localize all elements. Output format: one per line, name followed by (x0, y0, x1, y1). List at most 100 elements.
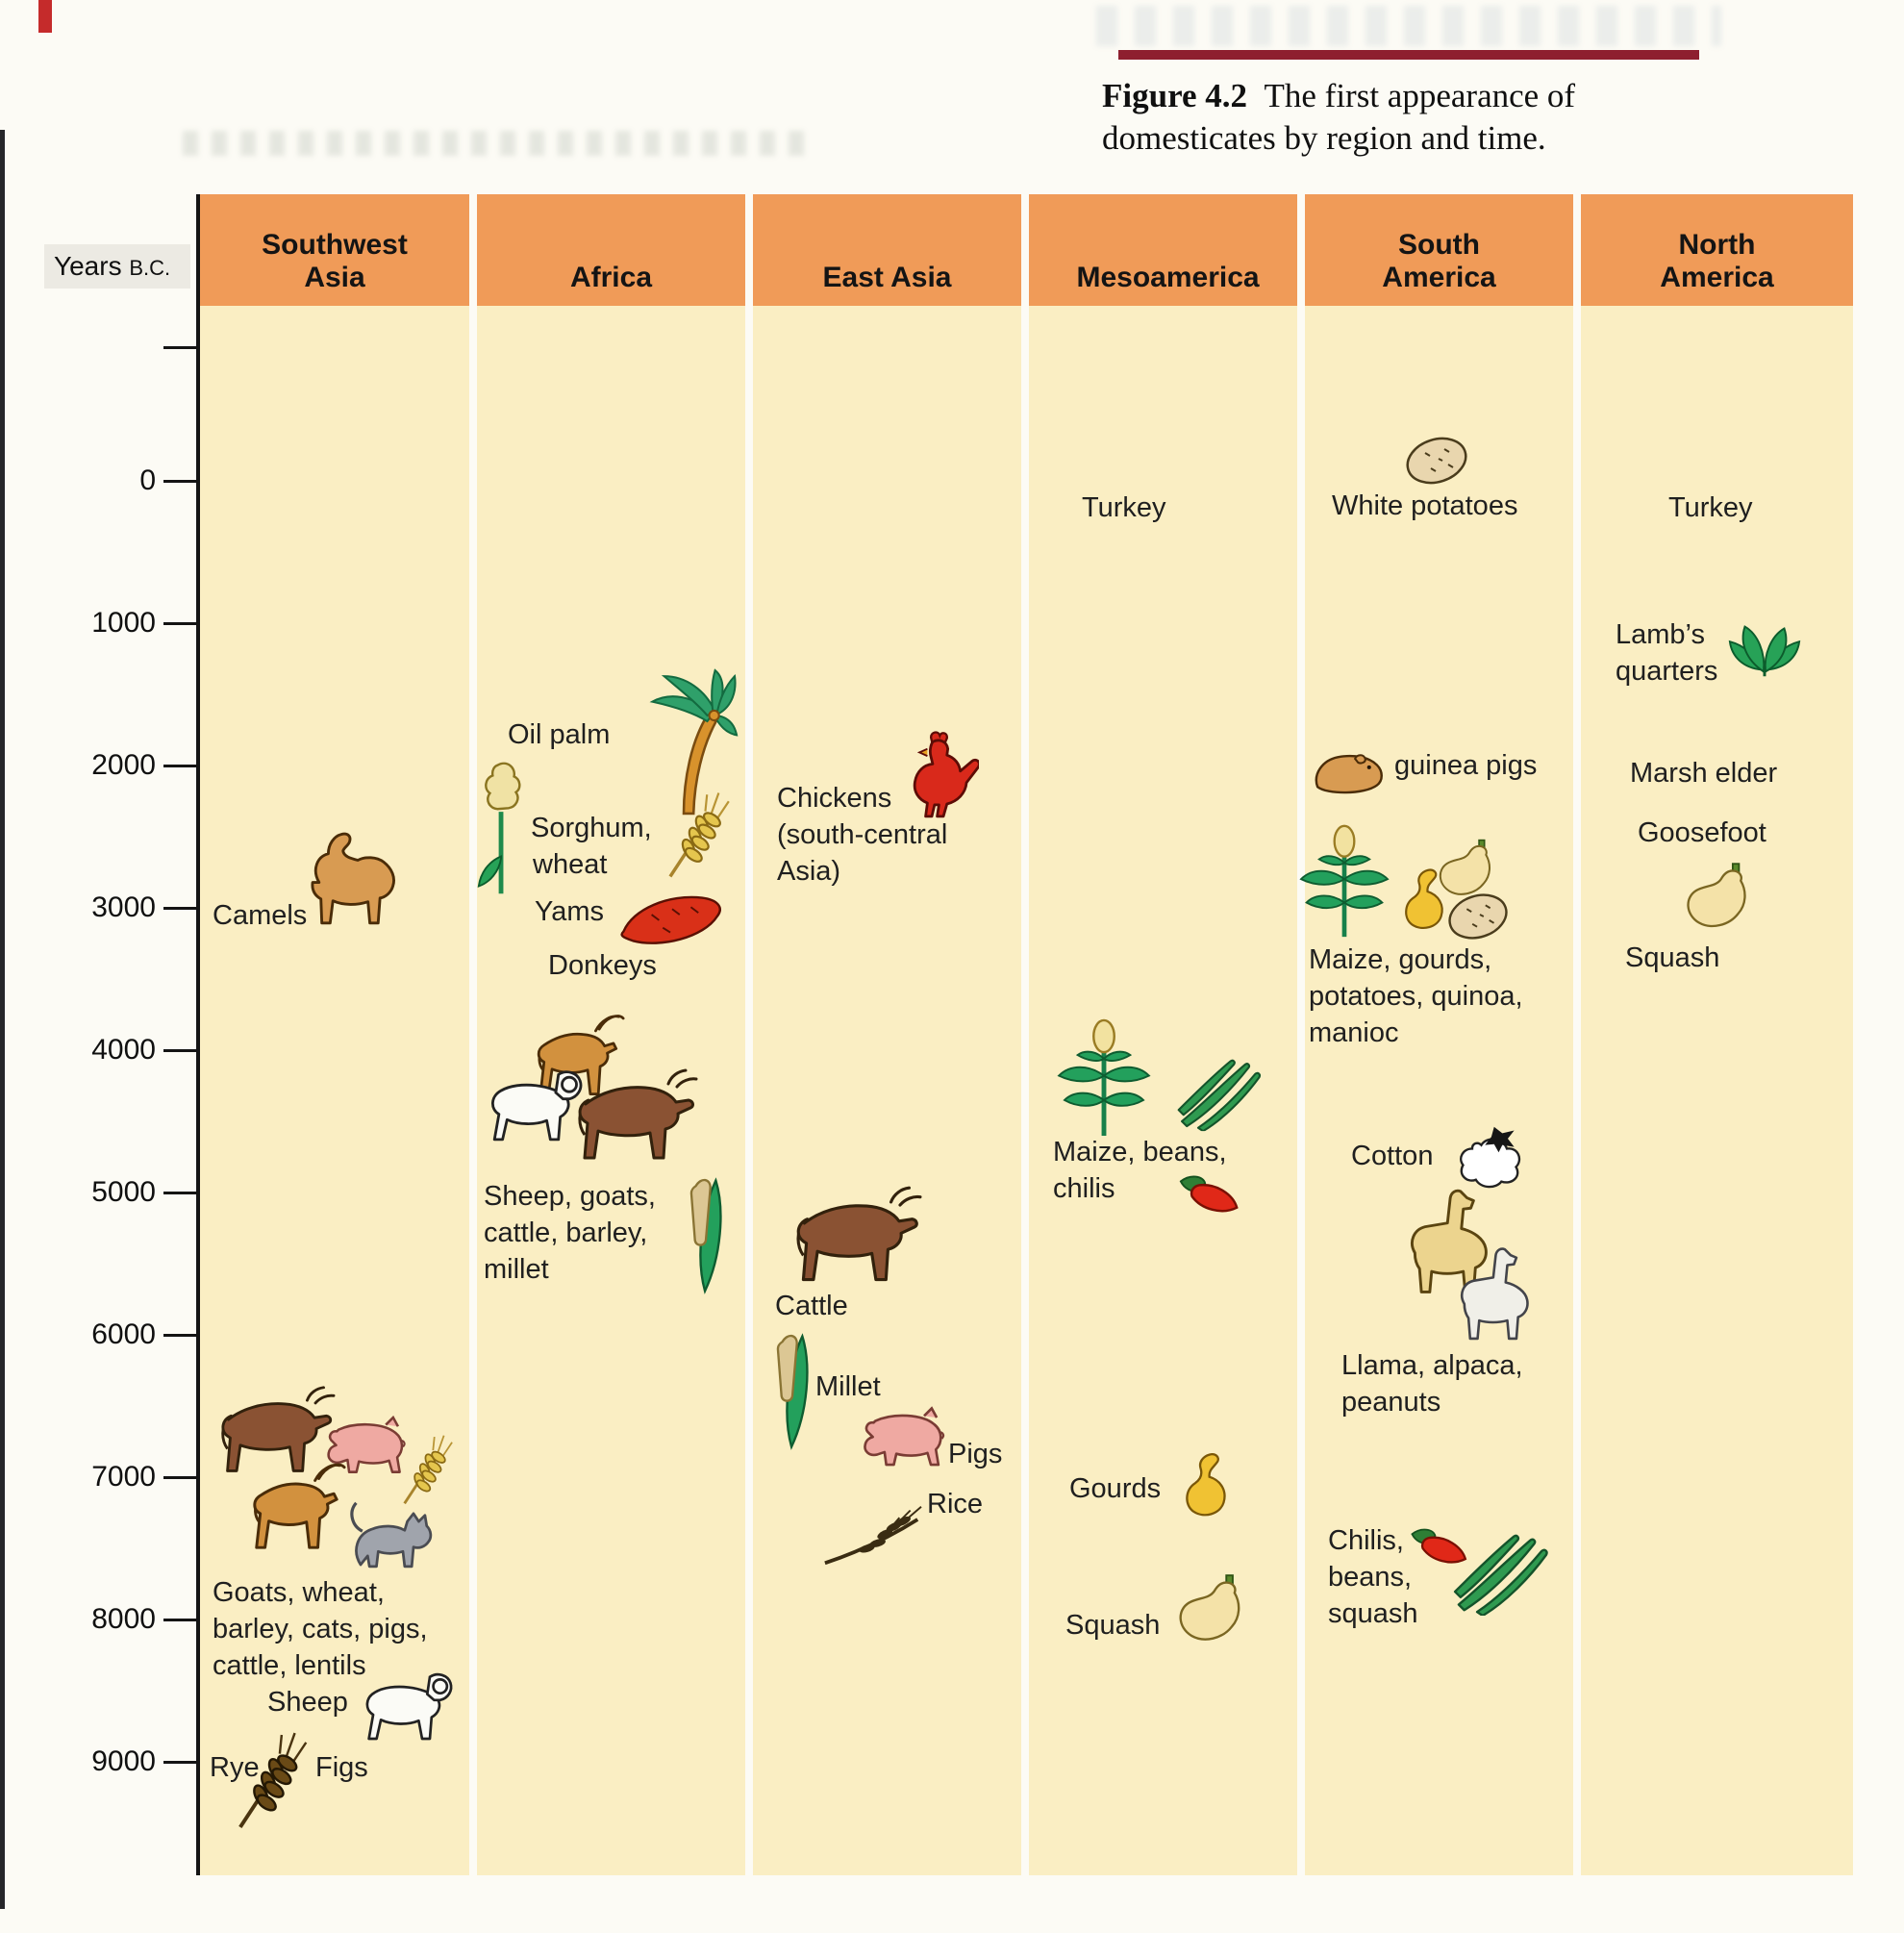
label-turkey-na: Turkey (1668, 492, 1753, 523)
label-beans-sa: beans, (1328, 1562, 1413, 1593)
potato-icon (1444, 889, 1512, 944)
label-turkey-meso: Turkey (1082, 492, 1166, 523)
wheat-icon (664, 787, 740, 883)
sorghum-icon (473, 760, 531, 899)
region-header-africa: Africa (477, 194, 745, 306)
tick-mark-5000 (163, 1192, 198, 1194)
figure-label: Figure 4.2 (1102, 77, 1248, 114)
label-chickens: Chickens (777, 783, 892, 814)
tick-mark-minor (163, 346, 198, 349)
years-bc-band: Years B.C. (44, 244, 190, 289)
tick-label-9000: 9000 (91, 1745, 156, 1777)
beans-icon (1452, 1527, 1550, 1616)
beans-icon (1177, 1051, 1262, 1133)
tick-label-7000: 7000 (91, 1461, 156, 1493)
goat-icon (242, 1454, 348, 1556)
maize-icon (1296, 823, 1392, 939)
caption-rule (1118, 50, 1699, 60)
label-white-potatoes: White potatoes (1332, 490, 1518, 521)
millet-icon (679, 1173, 733, 1298)
label-squash-na: Squash (1625, 942, 1720, 973)
maize-icon (1056, 1017, 1152, 1138)
label-lambs: Lamb’s (1616, 619, 1705, 650)
ghost-text-artifact (183, 131, 808, 156)
label-figs: Figs (315, 1752, 368, 1783)
label-chilis-sa: Chilis, (1328, 1525, 1404, 1556)
tick-mark-8000 (163, 1619, 198, 1621)
label-rye: Rye (210, 1752, 260, 1783)
alpaca-icon (1433, 1244, 1541, 1350)
caption-text-2: domesticates by region and time. (1102, 119, 1546, 157)
label-maize-gourds: Maize, gourds, (1309, 944, 1492, 975)
label-maize-beans: Maize, beans, (1053, 1137, 1227, 1167)
label-gourds: Gourds (1069, 1473, 1162, 1504)
guinea-pig-icon (1310, 748, 1385, 802)
label-cattle-lentils: cattle, lentils (213, 1650, 366, 1681)
tick-mark-9000 (163, 1761, 198, 1764)
chili-icon (1177, 1171, 1244, 1221)
label-millet-africa: millet (484, 1254, 549, 1285)
cotton-icon (1454, 1121, 1525, 1192)
sheep-icon (358, 1662, 454, 1744)
tick-mark-3000 (163, 907, 198, 910)
column-north-america (1581, 306, 1853, 1875)
rice-icon (820, 1503, 924, 1569)
tick-label-2000: 2000 (91, 749, 156, 781)
tick-label-5000: 5000 (91, 1176, 156, 1208)
squash-icon (1683, 862, 1756, 944)
label-llama-alpaca: Llama, alpaca, (1341, 1350, 1523, 1381)
label-cattle-barley: cattle, barley, (484, 1218, 648, 1248)
label-yams: Yams (535, 896, 604, 927)
rye-icon (233, 1726, 319, 1834)
label-potatoes-quinoa: potatoes, quinoa, (1309, 981, 1523, 1012)
tick-mark-4000 (163, 1049, 198, 1052)
tick-label-6000: 6000 (91, 1318, 156, 1350)
region-header-south-america: South America (1305, 194, 1573, 306)
label-guinea-pigs: guinea pigs (1394, 750, 1538, 781)
tick-mark-7000 (163, 1476, 198, 1479)
chicken-icon (897, 729, 979, 820)
cat-icon (337, 1491, 438, 1575)
gourd-icon (1183, 1450, 1229, 1519)
tick-mark-1000 (163, 622, 198, 625)
label-sorghum: Sorghum, (531, 813, 652, 843)
label-peanuts: peanuts (1341, 1387, 1441, 1418)
region-header-southwest-asia: Southwest Asia (200, 194, 469, 306)
column-mesoamerica (1029, 306, 1297, 1875)
label-asia: Asia) (777, 856, 841, 887)
region-header-mesoamerica: Mesoamerica (1029, 194, 1297, 306)
y-axis-label: Years B.C. (54, 251, 171, 281)
label-squash-meso: Squash (1065, 1610, 1161, 1641)
caption-text-1: The first appearance of (1264, 77, 1576, 114)
tick-mark-2000 (163, 765, 198, 767)
label-quarters: quarters (1616, 656, 1718, 687)
millet-icon (764, 1329, 820, 1454)
tick-mark-6000 (163, 1334, 198, 1337)
tick-label-8000: 8000 (91, 1603, 156, 1635)
label-cattle: Cattle (775, 1291, 848, 1321)
squash-icon (1175, 1573, 1250, 1658)
label-manioc: manioc (1309, 1017, 1399, 1048)
column-east-asia (753, 306, 1021, 1875)
cattle-icon (569, 1066, 704, 1167)
scan-mark (38, 0, 52, 33)
label-sheep: Sheep (267, 1687, 348, 1718)
label-sheep-goats: Sheep, goats, (484, 1181, 656, 1212)
label-camels: Camels (213, 900, 308, 931)
tick-mark-0 (163, 480, 198, 483)
y-axis-line (196, 194, 200, 1875)
figure-caption-line2: domesticates by region and time. (1102, 117, 1546, 160)
label-chilis: chilis (1053, 1173, 1115, 1204)
label-millet: Millet (815, 1371, 881, 1402)
page-edge-line (0, 130, 5, 1909)
label-pigs: Pigs (948, 1439, 1003, 1469)
potato-icon (1402, 433, 1471, 489)
label-squash-sa: squash (1328, 1598, 1418, 1629)
label-rice: Rice (927, 1489, 984, 1519)
column-southwest-asia (200, 306, 469, 1875)
label-barley-cats-pigs: barley, cats, pigs, (213, 1614, 428, 1644)
yam-icon (614, 883, 731, 950)
ghost-text-artifact (1096, 6, 1721, 46)
lambs-quarters-leaves-icon (1726, 618, 1803, 678)
